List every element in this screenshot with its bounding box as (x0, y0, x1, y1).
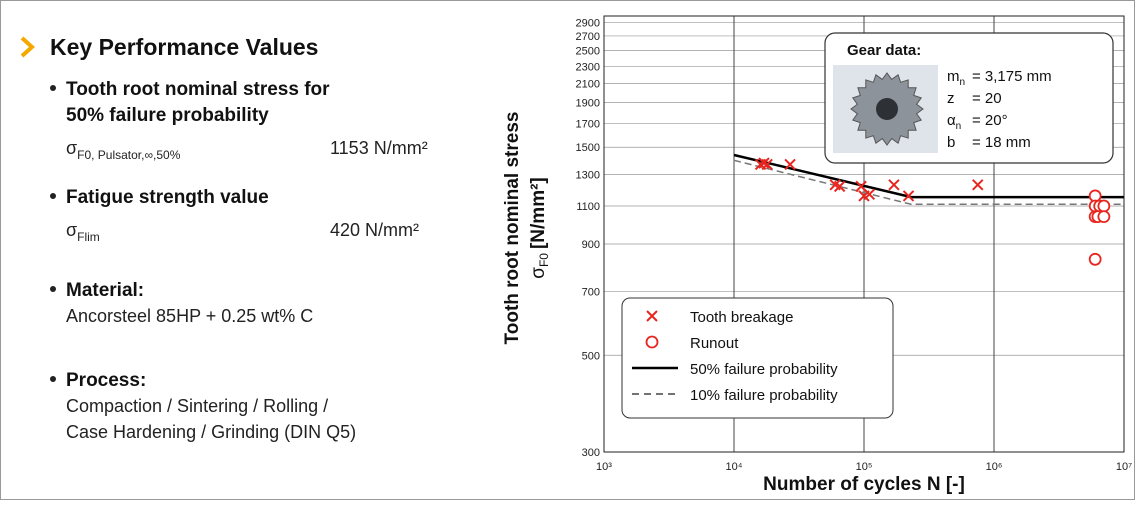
annotation-title: Gear data: (847, 42, 921, 59)
bullet-title: Tooth root nominal stress for (66, 79, 330, 100)
legend-label: Tooth breakage (690, 309, 793, 326)
bullet-title: Process: (66, 370, 146, 391)
point (863, 188, 876, 201)
chart: 300 500 700 900 1100 1300 1500 1700 1900 2100 2300… (502, 15, 1132, 495)
detail: Ancorsteel 85HP + 0.25 wt% C (66, 306, 313, 326)
bullet (50, 286, 56, 292)
annotation-item: b (947, 134, 955, 151)
annotation-symbol: b (947, 134, 955, 151)
legend-label: 50% failure probability (690, 361, 838, 378)
plot-frame (603, 15, 1125, 453)
annotation-sub: n (956, 121, 962, 132)
y-tick-label: 1100 (576, 201, 600, 213)
symbol-char: σ (66, 220, 77, 240)
x-tick-label: 10⁷ (1116, 461, 1132, 473)
y-tick-label: 2300 (576, 61, 600, 73)
point (972, 179, 984, 191)
y-tick-label: 1300 (576, 169, 600, 181)
annotation-item: mn (947, 68, 965, 88)
annotation-item: z (947, 90, 955, 107)
y-tick-label: 2900 (576, 17, 600, 29)
legend-marker (646, 310, 658, 322)
annotation-item: αn (947, 112, 961, 132)
x-tick-label: 10⁴ (726, 461, 743, 473)
symbol-sub: Flim (77, 230, 100, 244)
y-tick-label: 300 (582, 447, 600, 459)
symbol-sub: F0, Pulsator,∞,50% (77, 148, 181, 162)
point (758, 157, 770, 169)
annotation-symbol: m (947, 68, 960, 85)
y-unit: [N/mm²] (528, 177, 549, 249)
bullet (50, 85, 56, 91)
annotation-symbol: z (947, 90, 955, 107)
x-tick-label: 10⁵ (856, 461, 873, 473)
value: 420 N/mm² (330, 220, 419, 240)
annotation-symbol: α (947, 112, 956, 129)
y-tick-label: 900 (582, 239, 600, 251)
y-tick-label: 500 (582, 350, 600, 362)
annotation-value: = 18 mm (972, 134, 1031, 151)
bullet-title: Fatigue strength value (66, 187, 269, 208)
y-tick-label: 2100 (576, 79, 600, 91)
value: 1153 N/mm² (330, 138, 428, 158)
y-tick-label: 2500 (576, 46, 600, 58)
bullet-title: 50% failure probability (66, 105, 269, 126)
legend-box (621, 297, 894, 419)
bullet-title: Material: (66, 280, 144, 301)
annotation-sub: n (960, 77, 966, 88)
point (784, 158, 796, 171)
y-symbol: σ (528, 267, 549, 279)
y-tick-label: 2700 (576, 31, 600, 43)
symbol: σFlim (66, 220, 100, 244)
title: Key Performance Values (50, 34, 318, 60)
legend-label: 10% failure probability (690, 387, 838, 404)
detail: Compaction / Sintering / Rolling / (66, 396, 328, 416)
legend-label: Runout (690, 335, 739, 352)
gear-hub (876, 98, 898, 120)
y-tick-label: 1700 (576, 119, 600, 131)
annotation-value: = 20° (972, 112, 1008, 129)
symbol-char: σ (66, 138, 77, 158)
y-symbol-sub: F0 (537, 253, 551, 267)
y-axis-symbol: σF0 [N/mm²] (528, 177, 551, 279)
bullet (50, 193, 56, 199)
y-tick-label: 1900 (576, 97, 600, 109)
point (761, 158, 773, 171)
y-tick-label: 1500 (576, 142, 600, 154)
point (902, 190, 915, 202)
annotation-value: = 20 (972, 90, 1002, 107)
x-axis-label: Number of cycles N [-] (763, 474, 965, 495)
point (1097, 199, 1111, 213)
legend-marker (645, 335, 659, 349)
point (1097, 210, 1111, 223)
x-tick-label: 10⁶ (986, 461, 1003, 473)
bullet (50, 376, 56, 382)
point (833, 180, 846, 193)
chevron (20, 36, 35, 58)
series-line (733, 159, 1124, 206)
symbol: σF0, Pulsator,∞,50% (66, 138, 181, 162)
point (1088, 252, 1102, 266)
y-axis-label: Tooth root nominal stress (502, 112, 523, 345)
y-tick-label: 700 (582, 287, 600, 299)
detail: Case Hardening / Grinding (DIN Q5) (66, 422, 356, 442)
point (888, 179, 900, 191)
x-tick-label: 10³ (596, 461, 612, 473)
annotation-value: = 3,175 mm (972, 68, 1052, 85)
